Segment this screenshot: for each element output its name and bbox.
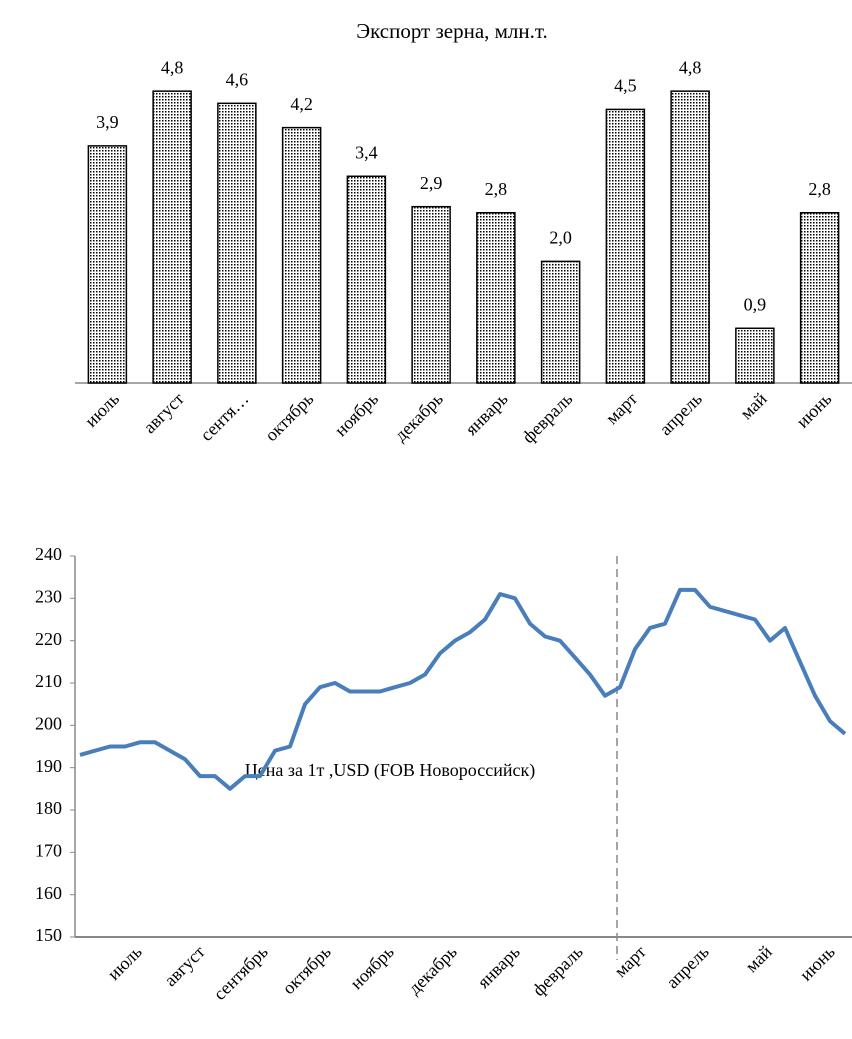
x-tick-label: январь	[461, 389, 511, 439]
value-label: 4,5	[614, 76, 637, 96]
bar	[476, 212, 516, 384]
bar	[799, 212, 840, 384]
value-label: 3,4	[355, 142, 378, 162]
value-label: 2,9	[420, 173, 443, 193]
x-tick-label: март	[610, 942, 650, 982]
x-tick-label: декабрь	[390, 389, 447, 446]
x-tick-label: сентябрь	[209, 942, 271, 1004]
bar	[540, 260, 581, 384]
value-label: 3,9	[96, 112, 119, 132]
bar	[87, 145, 128, 384]
bar	[735, 327, 775, 384]
x-tick-label: август	[160, 942, 209, 991]
x-tick-label: ноябрь	[346, 942, 398, 994]
y-tick-label: 180	[35, 798, 62, 818]
y-tick-label: 230	[35, 586, 62, 606]
bar	[605, 108, 646, 384]
bar	[152, 90, 192, 384]
value-label: 2,8	[485, 179, 508, 199]
y-tick-label: 190	[35, 756, 62, 776]
x-tick-label: октябрь	[261, 389, 317, 445]
x-tick-label: ноябрь	[331, 389, 383, 441]
x-tick-label: февраль	[528, 942, 586, 1000]
x-tick-label: июнь	[792, 389, 835, 432]
x-tick-label: июль	[103, 942, 145, 984]
x-tick-label: апрель	[655, 389, 706, 440]
bar	[346, 175, 387, 384]
y-tick-label: 160	[35, 883, 62, 903]
y-tick-label: 200	[35, 713, 62, 733]
value-label: 2,8	[808, 179, 831, 199]
annotation: Цена за 1т ,USD (FOB Новороссийск)	[245, 760, 535, 781]
x-tick-label: май	[741, 941, 776, 976]
value-label: 2,0	[549, 228, 572, 248]
x-tick-label: апрель	[662, 942, 713, 993]
x-tick-label: сентя…	[196, 389, 252, 445]
x-tick-label: февраль	[518, 389, 576, 447]
line	[79, 587, 847, 791]
x-tick-label: март	[602, 389, 642, 429]
value-label: 0,9	[744, 294, 767, 314]
bar	[411, 205, 451, 384]
x-tick-label: декабрь	[404, 942, 461, 999]
x-tick-label: июнь	[796, 942, 839, 985]
x-tick-label: январь	[473, 942, 523, 992]
x-tick-label: июль	[81, 389, 123, 431]
y-tick-label: 150	[35, 925, 62, 945]
bar	[670, 90, 710, 384]
value-label: 4,8	[161, 57, 184, 77]
y-tick-label: 170	[35, 840, 62, 860]
x-tick-label: октябрь	[278, 942, 334, 998]
bar	[281, 126, 322, 384]
value-label: 4,8	[679, 57, 702, 77]
bar	[217, 102, 257, 384]
y-tick-label: 240	[35, 544, 62, 564]
value-label: 4,2	[290, 94, 313, 114]
chart-title: Экспорт зерна, млн.т.	[356, 19, 548, 43]
x-tick-label: август	[139, 389, 188, 438]
y-tick-label: 220	[35, 629, 62, 649]
value-label: 4,6	[226, 69, 249, 89]
y-tick-label: 210	[35, 671, 62, 691]
x-tick-label: май	[736, 388, 771, 423]
